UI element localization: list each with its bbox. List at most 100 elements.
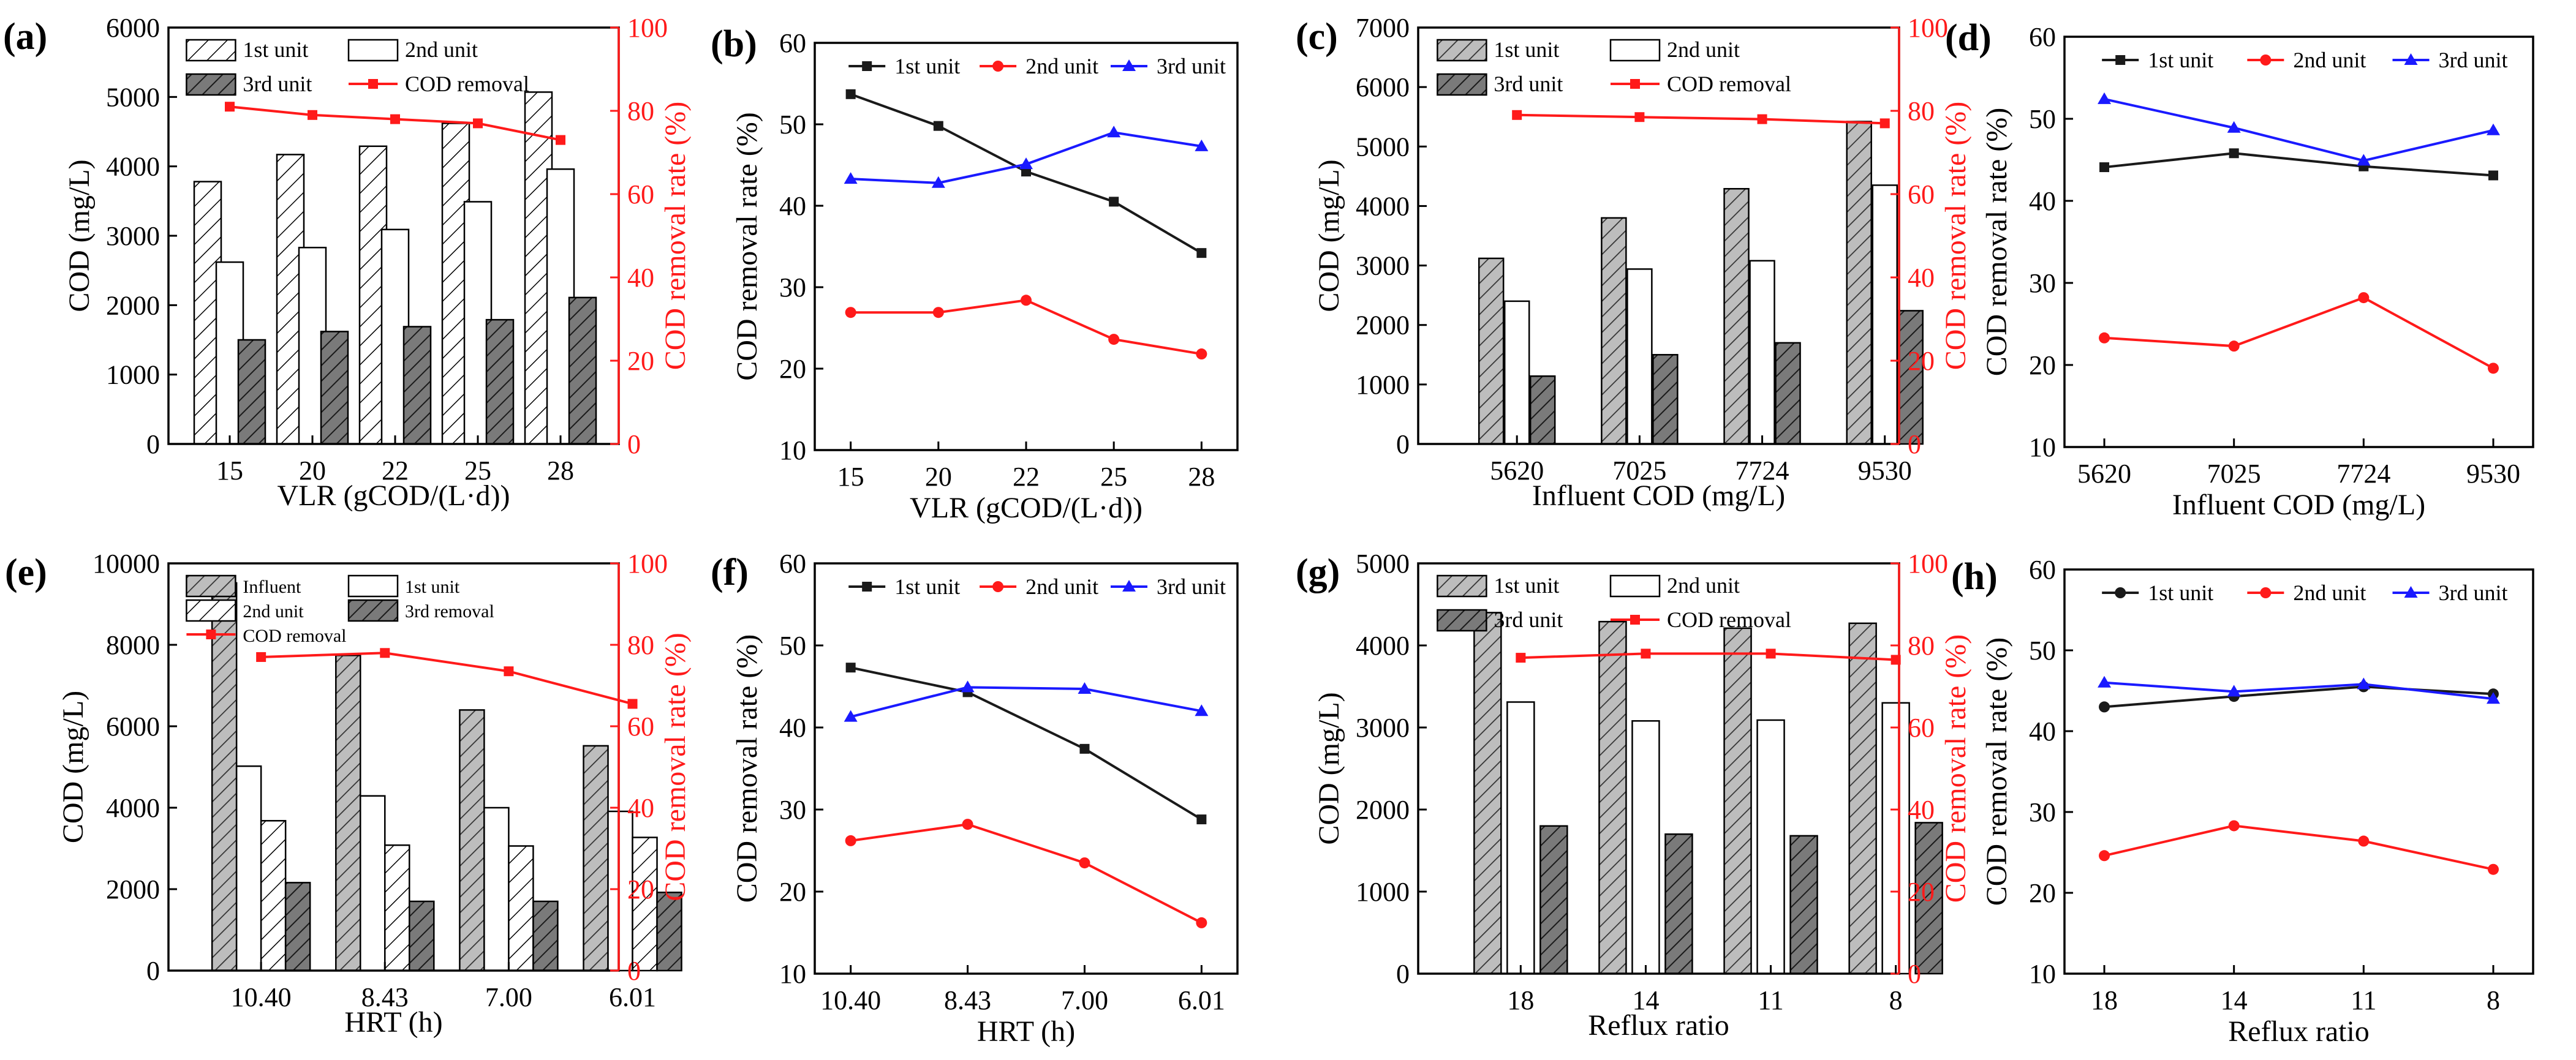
data-point (845, 307, 856, 318)
removal-line (1517, 113, 1885, 125)
x-tick-label: 8.43 (944, 985, 991, 1015)
y-tick-label: 0 (146, 956, 160, 986)
bar (508, 845, 534, 972)
data-point (2260, 587, 2272, 598)
removal-point (1512, 110, 1522, 120)
y2-tick-label: 20 (627, 874, 654, 904)
data-point (845, 89, 856, 99)
panel-a: (a) 0 1000 2000 3000 4000 5000 6000 COD (mg/L) 0 2… (3, 13, 692, 512)
data-point (844, 172, 858, 184)
bar (1601, 217, 1627, 445)
data-point (992, 581, 1004, 592)
series-line-2 (2104, 824, 2494, 871)
panel-g: (g) 0 1000 2000 3000 4000 5000 COD (mg/L) 0 20 40 6… (1296, 549, 1972, 1042)
y-tick-label: 20 (779, 354, 806, 384)
y2-tick-label: 40 (1908, 263, 1935, 293)
bar (1749, 260, 1775, 445)
bar (1897, 310, 1924, 445)
bar (211, 582, 238, 972)
x-tick-label: 22 (1013, 462, 1040, 492)
data-point (1122, 59, 1136, 71)
x-tick-label: 10.40 (820, 985, 881, 1015)
y-tick-label: 2000 (1356, 795, 1410, 825)
bar (483, 806, 510, 972)
y-axis-label: COD (mg/L) (1313, 159, 1345, 312)
x-tick-label: 25 (464, 456, 491, 486)
x-tick-label: 15 (216, 456, 243, 486)
data-point (2357, 154, 2371, 166)
data-point (2486, 123, 2500, 135)
data-point (1195, 139, 1209, 151)
data-point (2099, 850, 2110, 862)
bar (1848, 622, 1877, 975)
y-tick-label: 50 (779, 110, 806, 140)
legend: 1st unit 2nd unit 3rd unit (848, 574, 1226, 599)
data-point (2227, 121, 2241, 133)
legend-label: 1st unit (405, 577, 460, 597)
x-tick-label: 28 (1188, 462, 1215, 492)
removal-point (473, 118, 483, 129)
legend-label: 2nd unit (2293, 48, 2366, 72)
data-point (2260, 55, 2272, 66)
legend-label: 3rd unit (2439, 581, 2508, 605)
removal-point (380, 648, 390, 658)
data-point (2228, 820, 2240, 832)
x-axis-label: Reflux ratio (2228, 1015, 2370, 1048)
series-line-2 (850, 299, 1202, 356)
removal-point (1879, 118, 1890, 129)
bar (532, 900, 559, 972)
data-point (962, 819, 973, 830)
bar (1652, 354, 1679, 445)
legend: 1st unit 2nd unit 3rd unit COD removal (186, 37, 529, 96)
data-point (1122, 580, 1136, 592)
x-tick-label: 7025 (2207, 459, 2261, 489)
bar (402, 326, 432, 445)
y-axis-label: COD (mg/L) (63, 159, 96, 312)
bar (1539, 825, 1568, 975)
y2-tick-label: 40 (627, 793, 654, 823)
x-axis-label: Influent COD (mg/L) (2172, 489, 2425, 521)
y2-tick-label: 100 (1908, 549, 1948, 579)
y-tick-label: 30 (779, 273, 806, 303)
data-point (1195, 704, 1209, 716)
y2-tick-label: 40 (1908, 795, 1935, 825)
y2-tick-label: 0 (627, 429, 641, 459)
x-tick-label: 28 (547, 456, 574, 486)
bar (1473, 612, 1502, 975)
bar (607, 810, 633, 972)
legend-label: 3rd unit (1494, 607, 1563, 632)
x-tick-label: 9530 (2466, 459, 2520, 489)
legend-label: COD removal (243, 626, 346, 646)
y-tick-label: 1000 (1356, 370, 1410, 400)
data-point (862, 582, 872, 592)
x-tick-label: 22 (382, 456, 409, 486)
legend: 1st unit 2nd unit 3rd unit (2102, 48, 2508, 72)
legend-label: 3rd unit (1157, 54, 1226, 78)
data-point (1107, 126, 1121, 138)
y2-tick-label: 60 (627, 179, 654, 209)
bar (360, 795, 386, 972)
data-point (1078, 682, 1092, 694)
legend-swatch (347, 39, 399, 62)
y-tick-label: 3000 (1356, 251, 1410, 281)
y2-tick-label: 60 (1908, 179, 1935, 209)
x-tick-label: 20 (925, 462, 952, 492)
data-point (845, 663, 856, 673)
data-point (2099, 162, 2110, 173)
removal-point (1516, 653, 1526, 663)
data-point (2228, 340, 2240, 352)
legend-label: 1st unit (894, 574, 960, 599)
y-tick-label: 6000 (106, 13, 160, 43)
plot-frame (814, 562, 1239, 975)
legend-label: COD removal (1667, 607, 1791, 632)
x-tick-label: 7025 (1612, 456, 1666, 486)
bar (1914, 822, 1943, 975)
panel-label: (a) (3, 16, 47, 58)
x-tick-label: 14 (1632, 985, 1659, 1015)
y-axis-label: COD removal rate (%) (1981, 108, 2013, 377)
removal-point (1890, 655, 1901, 665)
y-tick-label: 50 (779, 631, 806, 661)
x-tick-label: 6.01 (609, 982, 656, 1012)
x-axis-label: HRT (h) (344, 1006, 442, 1039)
